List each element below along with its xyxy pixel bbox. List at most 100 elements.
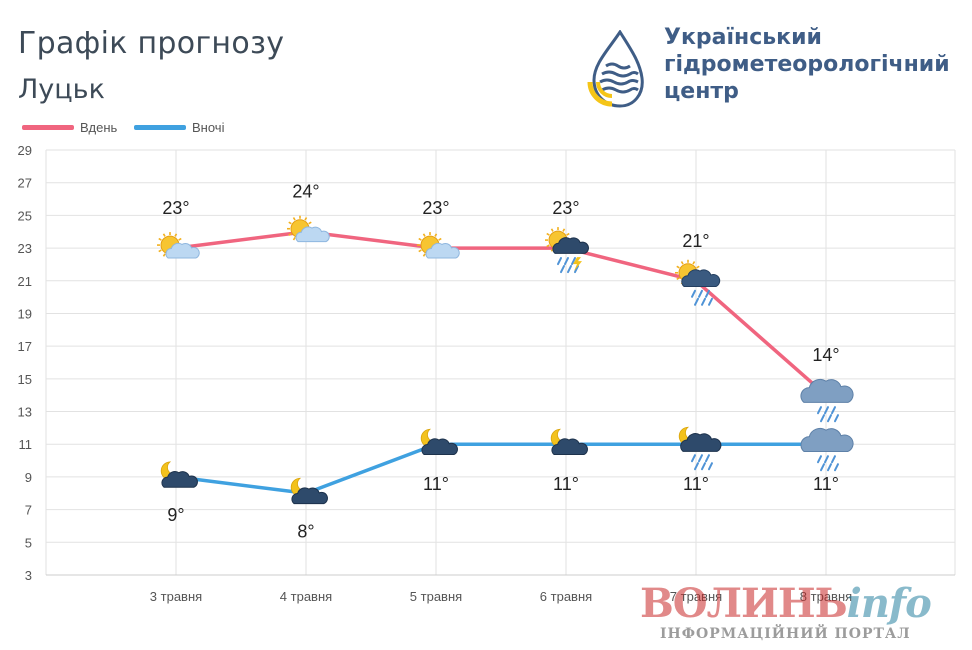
sun-ray <box>562 228 566 232</box>
watermark-brand-main: ВОЛИНЬ <box>640 580 848 627</box>
sun-ray <box>422 233 426 237</box>
rain-drop <box>817 406 822 415</box>
organization-name-line: гідрометеорологічний <box>664 52 950 77</box>
cloud-shape <box>680 433 722 452</box>
sun-ray <box>676 277 680 280</box>
sun-thunderstorm-rain-icon <box>545 227 589 274</box>
sun-ray <box>692 261 696 265</box>
rain-drop <box>827 463 832 472</box>
sun-ray <box>292 236 296 241</box>
sun-ray <box>434 233 438 237</box>
watermark-tagline: ІНФОРМАЦІЙНИЙ ПОРТАЛ <box>660 626 911 642</box>
sun-cloud-icon <box>417 232 460 259</box>
rain-drop <box>834 463 839 472</box>
organization-name-line: Український <box>664 25 822 50</box>
data-label-day: 14° <box>812 345 839 365</box>
cloud-shape <box>681 269 721 287</box>
sun-ray <box>550 228 554 232</box>
moon-cloud-rain-icon <box>678 426 722 471</box>
data-label-night: 9° <box>167 505 184 525</box>
legend-label-day: Вдень <box>80 120 118 135</box>
rain-drop <box>705 454 710 463</box>
cloud-shape <box>551 438 588 456</box>
watermark-brand-suffix: info <box>846 580 932 627</box>
sun-cloud-icon <box>287 215 330 243</box>
rain-drop <box>708 462 713 471</box>
rain-drop <box>574 265 579 274</box>
legend-item-day[interactable]: Вдень <box>22 120 117 135</box>
page-title: Графік прогнозу <box>18 26 285 61</box>
data-label-day: 23° <box>422 198 449 218</box>
rain-drop <box>834 414 839 423</box>
rain-drop <box>567 265 572 274</box>
cloud-shape <box>552 237 589 254</box>
sun-ray <box>158 249 162 253</box>
rain-drop <box>694 462 699 471</box>
sun-ray <box>304 217 308 221</box>
cloud-shape <box>421 438 458 456</box>
rain-drop <box>560 265 565 274</box>
volyn-info-watermark: ВОЛИНЬinfo ІНФОРМАЦІЙНИЙ ПОРТАЛ <box>638 580 972 650</box>
rain-drop <box>820 463 825 472</box>
sun-ray <box>418 249 422 253</box>
y-tick-label: 7 <box>25 503 32 518</box>
rain-drop <box>698 289 703 298</box>
y-tick-label: 13 <box>18 405 32 420</box>
x-tick-label: 4 травня <box>280 589 332 604</box>
cloud-rain-icon <box>800 428 854 472</box>
rain-drop <box>708 297 713 306</box>
sun-ray <box>438 237 442 241</box>
rain-drop <box>817 455 822 464</box>
y-tick-label: 9 <box>25 470 32 485</box>
y-tick-label: 19 <box>18 306 32 321</box>
x-tick-label: 3 травня <box>150 589 202 604</box>
sun-ray <box>158 237 162 241</box>
cloud-shape <box>800 428 854 452</box>
sun-ray <box>676 265 680 269</box>
cloud-shape <box>165 242 200 259</box>
legend-item-night[interactable]: Вночі <box>134 120 224 135</box>
series-line-night <box>174 442 828 496</box>
sun-ray <box>308 221 312 225</box>
sun-cloud-rain-icon <box>675 259 721 306</box>
rain-drop <box>557 257 562 266</box>
rain-drop <box>701 462 706 471</box>
moon-cloud-icon <box>290 477 328 505</box>
sun-ray <box>566 232 570 236</box>
data-label-night: 11° <box>813 474 839 494</box>
y-tick-label: 3 <box>25 568 32 583</box>
organization-name: Український гідрометеорологічний центр <box>664 24 950 105</box>
sun-ray <box>696 265 700 269</box>
sun-ray <box>680 261 684 265</box>
legend-swatch-night <box>134 125 186 130</box>
cloud-shape <box>161 471 198 488</box>
rain-drop <box>831 406 836 415</box>
rain-drop <box>701 297 706 306</box>
y-tick-label: 15 <box>18 372 32 387</box>
city-name: Луцьк <box>18 74 105 105</box>
x-tick-label: 6 травня <box>540 589 592 604</box>
rain-drop <box>705 289 710 298</box>
legend-swatch-day <box>22 125 74 130</box>
data-label-night: 11° <box>683 474 709 494</box>
rain-drop <box>827 414 832 423</box>
moon-cloud-icon <box>550 428 588 456</box>
x-tick-label: 5 травня <box>410 589 462 604</box>
x-tick-label: 8 травня <box>800 589 852 604</box>
y-tick-label: 23 <box>18 241 32 256</box>
series-line-day <box>174 229 828 397</box>
cloud-shape <box>291 487 328 505</box>
rain-drop <box>691 289 696 298</box>
data-label-night: 11° <box>553 474 579 494</box>
y-tick-label: 17 <box>18 339 32 354</box>
rain-drop <box>564 257 569 266</box>
rain-drop <box>831 455 836 464</box>
cloud-shape <box>425 242 460 259</box>
sun-ray <box>546 232 550 236</box>
cloud-shape <box>800 378 854 403</box>
rain-drop <box>571 257 576 266</box>
sun-ray <box>546 244 550 248</box>
rain-drop <box>694 297 699 306</box>
moon-cloud-icon <box>160 461 198 488</box>
sun-ray <box>174 233 178 237</box>
